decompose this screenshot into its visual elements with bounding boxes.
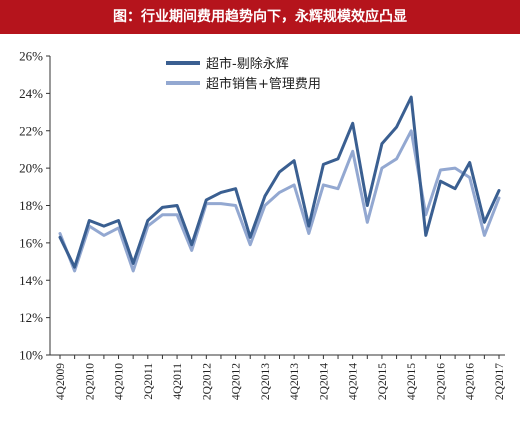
y-tick-label: 24%: [19, 86, 43, 101]
x-tick-label: 2Q2012: [201, 363, 213, 400]
y-tick-label: 20%: [19, 161, 43, 176]
x-tick-label: 4Q2013: [289, 363, 301, 400]
x-tick-label: 2Q2014: [318, 363, 330, 400]
x-tick-label: 2Q2017: [494, 363, 506, 400]
y-tick-label: 12%: [19, 310, 43, 325]
x-tick-label: 4Q2010: [114, 363, 126, 400]
x-tick-label: 4Q2015: [406, 363, 418, 400]
x-tick-label: 2Q2013: [260, 363, 272, 400]
x-tick-label: 4Q2012: [231, 363, 243, 400]
x-tick-label: 4Q2011: [172, 363, 184, 400]
x-tick-label: 2Q2016: [435, 363, 447, 400]
y-tick-label: 14%: [19, 273, 43, 288]
series-line-2: [58, 129, 501, 273]
title-banner: [0, 0, 520, 34]
y-tick-label: 16%: [19, 235, 43, 250]
series-line-1: [58, 95, 501, 269]
x-tick-label: 2Q2010: [84, 363, 96, 400]
x-tick-label: 2Q2015: [377, 363, 389, 400]
y-tick-label: 26%: [19, 49, 43, 64]
y-tick-label: 22%: [19, 123, 43, 138]
y-tick-label: 18%: [19, 198, 43, 213]
x-tick-label: 2Q2011: [143, 363, 155, 400]
legend-label-2: 超市销售+管理费用: [206, 76, 321, 92]
x-tick-label: 4Q2016: [465, 363, 477, 400]
x-tick-label: 4Q2014: [348, 363, 360, 400]
chart-title: 图：行业期间费用趋势向下，永辉规模效应凸显: [113, 9, 407, 25]
legend-label-1: 超市-剔除永辉: [206, 56, 289, 72]
y-tick-label: 10%: [19, 348, 43, 363]
x-tick-label: 4Q2009: [55, 363, 67, 400]
